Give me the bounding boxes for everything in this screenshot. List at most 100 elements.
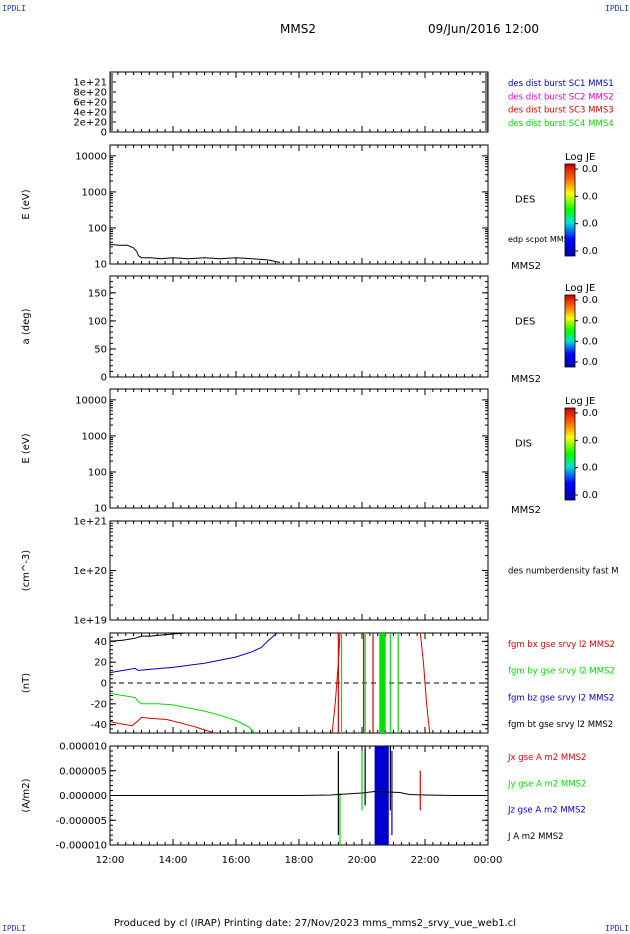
panel-spacecraft-label: MMS2 (511, 261, 541, 272)
x-tick-label: 00:00 (474, 855, 503, 866)
colorbar-label: 0.0 (582, 191, 598, 202)
y-tick-label: 1e+20 (73, 566, 107, 577)
y-tick-label: 100 (88, 316, 107, 327)
legend-entry: fgm bz gse srvy l2 MMS2 (508, 693, 614, 703)
series-line (331, 632, 341, 734)
series-line (109, 632, 278, 674)
series-line (109, 692, 256, 734)
y-tick-label: 6e+20 (73, 98, 107, 109)
x-tick-label: 20:00 (348, 855, 377, 866)
colorbar-label: 0.0 (582, 295, 598, 306)
y-tick-label: 4e+20 (73, 108, 107, 119)
y-tick-label: 150 (88, 288, 107, 299)
panel-frame (109, 71, 489, 133)
footer-credits: Produced by cl (IRAP) Printing date: 27/… (113, 918, 517, 929)
series-line (109, 716, 215, 734)
data-band (374, 746, 389, 845)
legend-entry: des dist burst SC4 MMS4 (508, 119, 614, 129)
colorbar-title: Log JE (565, 152, 595, 163)
colorbar-label: 0.0 (582, 246, 598, 257)
y-tick-label: 10 (94, 504, 107, 515)
colorbar-label: 0.0 (582, 219, 598, 230)
legend-entry: des dist burst SC1 MMS1 (508, 79, 614, 89)
panel-frame (109, 144, 489, 265)
x-tick-label: 12:00 (96, 855, 125, 866)
y-tick-label: -0.000005 (56, 816, 107, 827)
legend-entry: J A m2 MMS2 (507, 832, 564, 842)
panel-frame (109, 388, 489, 509)
y-tick-label: -20 (91, 699, 107, 710)
colorbar-title: Log JE (565, 283, 595, 294)
y-tick-label: 0 (101, 373, 107, 384)
colorbar-label: 0.0 (582, 435, 598, 446)
x-tick-label: 18:00 (285, 855, 314, 866)
x-tick-label: 16:00 (222, 855, 251, 866)
panel-des-energy: 10 100 1000 10000 E (eV) DES edp scpot MMS2 MMS… (21, 144, 598, 272)
series-line (110, 790, 488, 796)
y-axis-label: (cm^-3) (21, 550, 32, 591)
spacecraft-title: MMS2 (280, 22, 316, 36)
y-axis-label: (A/m2) (21, 778, 32, 812)
y-tick-label: 1e+21 (73, 78, 107, 89)
legend-entry: des numberdensity fast M (508, 567, 619, 577)
colorbar-label: 0.0 (582, 463, 598, 474)
panel-frame (109, 275, 489, 378)
colorbar-label: 0.0 (582, 357, 598, 368)
datetime-title: 09/Jun/2016 12:00 (428, 22, 540, 36)
y-tick-label: 1e+21 (73, 517, 107, 528)
panel-des-density: 1e+19 1e+20 1e+21 (cm^-3) des numberdensity … (21, 517, 619, 627)
colorbar-label: 0.0 (582, 490, 598, 501)
legend-entry: Jz gse A m2 MMS2 (507, 806, 586, 816)
y-tick-label: 0.000005 (59, 766, 107, 777)
corner-label-bottom-right: IPDLI (605, 924, 630, 933)
colorbar-label: 0.0 (582, 316, 598, 327)
y-tick-label: 20 (94, 658, 107, 669)
y-tick-label: 50 (94, 344, 107, 355)
legend-entry: des dist burst SC2 MMS2 (508, 92, 614, 102)
legend-entry: fgm by gse srvy l2 MMS2 (508, 667, 615, 677)
y-axis-label: E (eV) (21, 189, 32, 219)
panel-frame (109, 520, 489, 621)
y-tick-label: -0.000010 (56, 841, 107, 852)
y-tick-label: 10000 (75, 395, 107, 406)
x-tick-label: 14:00 (159, 855, 188, 866)
panel-fgm: -40 -20 0 20 40 (nT) fgm bx gse srvy l2 MMS2 fg… (21, 632, 615, 734)
corner-label-top-left: IPDLI (2, 4, 27, 13)
y-tick-label: 10000 (75, 151, 107, 162)
y-tick-label: 1000 (82, 187, 107, 198)
y-tick-label: 1e+19 (73, 616, 107, 627)
colorbar (564, 294, 576, 368)
panel-spacecraft-label: MMS2 (511, 505, 541, 516)
panel-current-density: -0.000010 -0.000005 0.000000 0.000005 0.0000… (21, 742, 586, 852)
y-tick-label: 0.000000 (59, 791, 107, 802)
legend-entry: fgm bx gse srvy l2 MMS2 (508, 640, 615, 650)
y-tick-label: 0 (101, 679, 107, 690)
legend-entry: des dist burst SC3 MMS3 (508, 106, 614, 116)
colorbar-label: 0.0 (582, 336, 598, 347)
legend-entry: fgm bt gse srvy l2 MMS2 (508, 720, 613, 730)
series-line (109, 243, 281, 263)
panel-spacecraft-label: MMS2 (511, 374, 541, 385)
y-tick-label: 2e+20 (73, 118, 107, 129)
panel-instrument-label: DIS (515, 439, 532, 450)
series-line (419, 632, 431, 734)
colorbar-label: 0.0 (582, 164, 598, 175)
corner-label-top-right: IPDLI (605, 4, 630, 13)
legend-entry: Jx gse A m2 MMS2 (507, 753, 586, 763)
y-tick-label: -40 (91, 720, 107, 731)
y-tick-label: 8e+20 (73, 88, 107, 99)
corner-label-bottom-left: IPDLI (2, 924, 27, 933)
y-tick-label: 40 (94, 637, 107, 648)
y-tick-label: 1000 (82, 431, 107, 442)
panel-instrument-label: DES (515, 195, 535, 206)
y-axis-label: a (deg) (21, 308, 32, 344)
data-band (379, 633, 386, 733)
y-tick-label: 100 (88, 467, 107, 478)
y-tick-label: 0.000010 (59, 742, 107, 753)
colorbar (564, 407, 576, 501)
colorbar-title: Log JE (565, 396, 595, 407)
x-tick-label: 22:00 (411, 855, 440, 866)
